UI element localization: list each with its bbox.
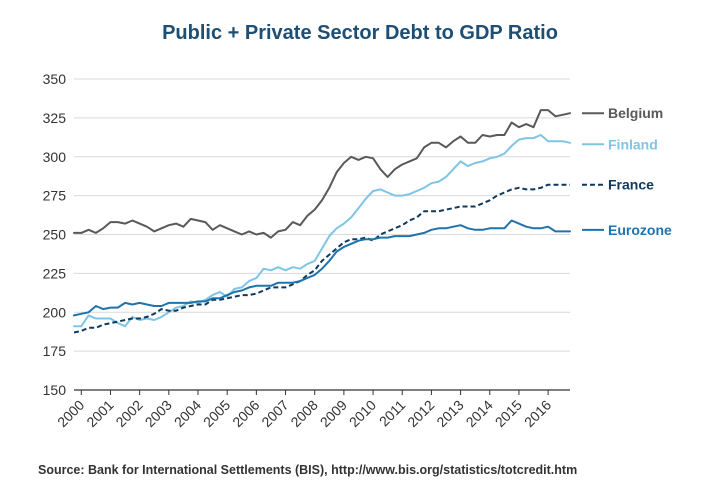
series-line-france: [73, 183, 570, 334]
x-tick-label-2002: 2002: [112, 397, 145, 430]
x-tick-label-2005: 2005: [200, 397, 233, 430]
x-tick-label-2000: 2000: [54, 397, 87, 430]
legend-label-belgium: Belgium: [608, 105, 663, 121]
x-tick-label-2007: 2007: [258, 397, 291, 430]
x-tick-label-2006: 2006: [229, 397, 262, 430]
x-tick-label-2016: 2016: [521, 397, 554, 430]
x-tick-label-2010: 2010: [346, 397, 379, 430]
y-tick-label-175: 175: [43, 343, 67, 359]
y-tick-label-150: 150: [43, 382, 67, 398]
x-tick-label-2008: 2008: [287, 397, 320, 430]
y-tick-label-250: 250: [43, 227, 67, 243]
x-tick-label-2013: 2013: [433, 397, 466, 430]
legend-label-eurozone: Eurozone: [608, 222, 672, 238]
source-note: Source: Bank for International Settlemen…: [38, 463, 578, 477]
x-tick-label-2009: 2009: [317, 397, 350, 430]
x-tick-label-2011: 2011: [376, 397, 409, 430]
y-tick-label-225: 225: [43, 265, 67, 281]
x-tick-label-2003: 2003: [142, 397, 175, 430]
y-tick-label-200: 200: [43, 304, 67, 320]
y-tick-label-275: 275: [43, 188, 67, 204]
y-tick-label-325: 325: [43, 110, 67, 126]
y-tick-label-350: 350: [43, 71, 67, 87]
chart-title: Public + Private Sector Debt to GDP Rati…: [162, 22, 558, 44]
x-tick-label-2004: 2004: [171, 397, 204, 430]
x-tick-label-2001: 2001: [83, 397, 116, 430]
x-tick-label-2015: 2015: [492, 397, 525, 430]
series-line-belgium: [73, 109, 571, 239]
series-line-eurozone: [73, 219, 571, 317]
legend-label-finland: Finland: [608, 136, 658, 152]
series-line-finland: [73, 134, 571, 328]
x-tick-label-2014: 2014: [463, 397, 496, 430]
y-tick-label-300: 300: [43, 149, 67, 165]
x-tick-label-2012: 2012: [404, 397, 437, 430]
legend-label-france: France: [608, 177, 654, 193]
